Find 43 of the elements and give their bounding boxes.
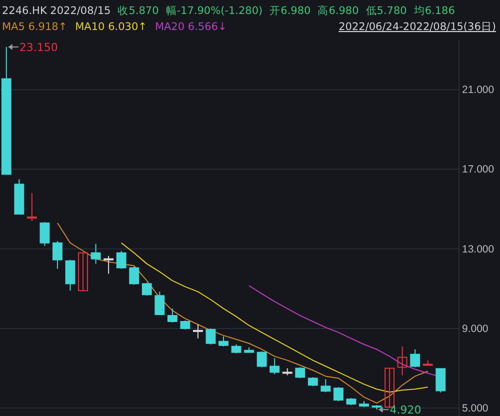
text: 低5.780 (366, 5, 407, 17)
candlestick (90, 243, 101, 264)
chart-subtitle: 2022/06/24-2022/08/15(36日) (338, 21, 496, 33)
chart-title: 2246.HK 2022/08/15 (2, 5, 111, 17)
y-tick-label: 5.000 (462, 402, 488, 414)
candlestick (218, 336, 228, 347)
line-series (120, 242, 428, 393)
candlestick (320, 378, 331, 393)
text: 收5.870 (118, 5, 159, 17)
candlestick (154, 291, 165, 316)
candlestick (26, 192, 37, 222)
candlestick (206, 328, 216, 345)
text: 高6.980 (318, 4, 359, 17)
candlestick (104, 255, 114, 274)
candlestick (333, 386, 344, 402)
candlestick (40, 222, 50, 246)
text: MA20 6.566↓ (154, 21, 227, 33)
candlestick (167, 308, 178, 323)
text: 均6.186 (412, 5, 456, 17)
candlestick (52, 240, 62, 270)
text: 开6.980 (270, 5, 311, 17)
text: MA5 6.918↑ (2, 21, 68, 33)
annotation: 23.150 (19, 40, 58, 54)
candlestick (397, 346, 408, 376)
y-tick-label: 9.000 (462, 322, 488, 335)
y-tick-label: 13.000 (462, 243, 494, 256)
candlestick (410, 348, 420, 368)
candlestick (295, 366, 306, 379)
candlestick (256, 350, 267, 368)
candlestick (129, 266, 140, 286)
annotation: 4.920 (390, 404, 422, 416)
text: 幅-17.90%(-1.280) (166, 5, 263, 17)
line-series (56, 222, 428, 404)
candlestick (436, 368, 446, 394)
text: MA10 6.030↑ (75, 21, 147, 33)
y-tick-label: 21.000 (462, 84, 494, 96)
y-tick-label: 17.000 (462, 164, 494, 176)
candlestick (142, 282, 152, 296)
candlestick (116, 250, 126, 270)
candlestick (270, 358, 280, 375)
candlestick (192, 324, 203, 339)
candlestick (78, 252, 88, 292)
candlestick (65, 259, 76, 292)
